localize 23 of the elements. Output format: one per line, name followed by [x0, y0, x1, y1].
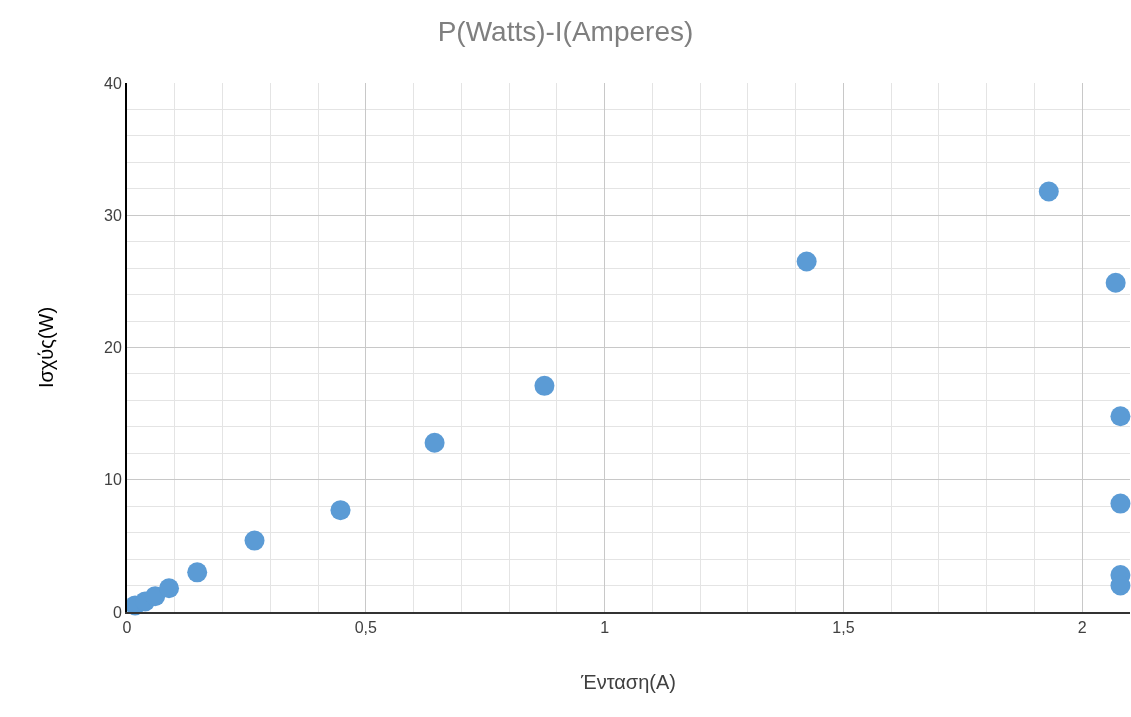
point: [187, 562, 208, 583]
y-tick-label: 30: [104, 206, 122, 224]
point: [1110, 493, 1131, 514]
y-tick-label: 20: [104, 339, 122, 357]
point: [330, 500, 351, 521]
point: [159, 578, 180, 599]
y-tick-label: 40: [104, 74, 122, 92]
y-axis-title: Ισχύς(W): [35, 306, 57, 389]
chart-title: P(Watts)-I(Amperes): [437, 16, 694, 48]
point: [534, 375, 555, 396]
point: [1038, 181, 1059, 202]
point: [796, 251, 817, 272]
x-tick-label: 2: [1077, 619, 1087, 637]
point: [244, 530, 265, 551]
point: [1105, 272, 1126, 293]
point: [424, 432, 445, 453]
x-tick-label: 1,5: [832, 619, 855, 637]
x-tick-label: 0,5: [354, 619, 378, 637]
point: [1110, 406, 1131, 427]
x-tick-label: 1: [600, 619, 610, 637]
y-tick-label: 10: [104, 471, 122, 489]
x-axis-title: Ένταση(A): [580, 671, 676, 694]
y-tick-label: 0: [112, 603, 122, 621]
